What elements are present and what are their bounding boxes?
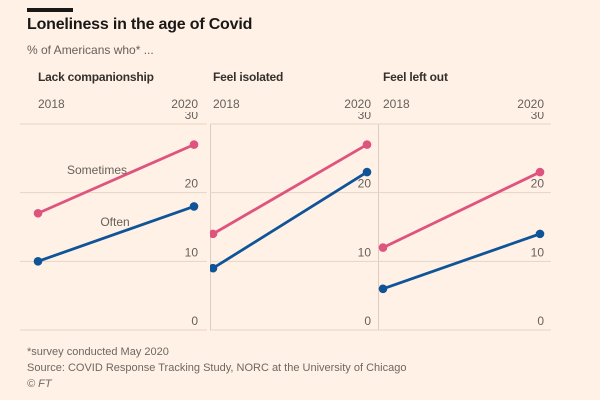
slope-line-sometimes xyxy=(382,170,541,249)
year-label-2020: 2020 xyxy=(171,97,198,111)
y-tick-label: 10 xyxy=(358,245,372,259)
point-sometimes-2018 xyxy=(210,229,218,239)
slope-plot-svg: 0 10 20 30 xyxy=(20,112,207,331)
point-sometimes-2020 xyxy=(535,167,545,177)
point-often-2018 xyxy=(33,257,43,266)
y-tick-label: 0 xyxy=(191,314,198,328)
slope-line-sometimes xyxy=(212,143,368,236)
point-often-2020 xyxy=(362,167,372,177)
y-tick-label: 20 xyxy=(531,177,545,191)
year-label-2018: 2018 xyxy=(383,97,410,111)
y-tick-label: 30 xyxy=(358,112,372,122)
panel-separator xyxy=(378,124,379,330)
page-subtitle: % of Americans who* ... xyxy=(27,43,154,57)
point-often-2020 xyxy=(535,229,545,239)
footnote: *survey conducted May 2020 xyxy=(27,346,169,358)
year-label-2018: 2018 xyxy=(38,97,65,111)
y-tick-label: 10 xyxy=(531,245,545,259)
point-often-2018 xyxy=(210,263,218,273)
page-title: Loneliness in the age of Covid xyxy=(27,16,253,33)
ft-copyright: © FT xyxy=(27,378,52,390)
panel-feel-left-out: Feel left out 2018 2020 0 10 20 30 xyxy=(378,68,551,348)
slope-line-often xyxy=(382,232,541,291)
point-sometimes-2020 xyxy=(189,140,199,149)
y-tick-label: 0 xyxy=(364,314,371,328)
slope-line-often xyxy=(212,170,368,270)
y-tick-label: 30 xyxy=(531,112,545,122)
y-tick-label: 10 xyxy=(185,245,199,259)
year-label-2020: 2020 xyxy=(344,97,371,111)
panel-title: Feel isolated xyxy=(213,70,284,84)
year-label-2018: 2018 xyxy=(213,97,240,111)
panel-feel-isolated: Feel isolated 2018 2020 0 10 20 30 xyxy=(210,68,378,348)
panel-separator xyxy=(210,124,211,330)
y-tick-label: 30 xyxy=(185,112,199,122)
source-line: Source: COVID Response Tracking Study, N… xyxy=(27,362,407,374)
point-sometimes-2020 xyxy=(362,140,372,149)
y-tick-label: 20 xyxy=(185,177,199,191)
slope-line-often xyxy=(37,205,195,263)
y-tick-label: 20 xyxy=(358,177,372,191)
point-sometimes-2018 xyxy=(378,243,388,252)
slope-line-sometimes xyxy=(37,143,195,215)
panel-lack-companionship: Lack companionship 2018 2020 0 10 20 30 Som… xyxy=(20,68,207,348)
slope-plot-svg: 0 10 20 30 xyxy=(378,112,551,331)
series-label-sometimes: Sometimes xyxy=(66,163,128,177)
series-label-often: Often xyxy=(100,215,130,229)
slope-charts-row: Lack companionship 2018 2020 0 10 20 30 Som… xyxy=(20,68,551,348)
accent-bar xyxy=(27,8,73,12)
slope-plot-svg: 0 10 20 30 xyxy=(210,112,378,331)
point-often-2018 xyxy=(378,284,388,294)
panel-title: Lack companionship xyxy=(38,70,154,84)
panel-title: Feel left out xyxy=(383,70,448,84)
y-tick-label: 0 xyxy=(537,314,544,328)
point-often-2020 xyxy=(189,202,199,211)
year-label-2020: 2020 xyxy=(517,97,544,111)
point-sometimes-2018 xyxy=(33,208,43,218)
